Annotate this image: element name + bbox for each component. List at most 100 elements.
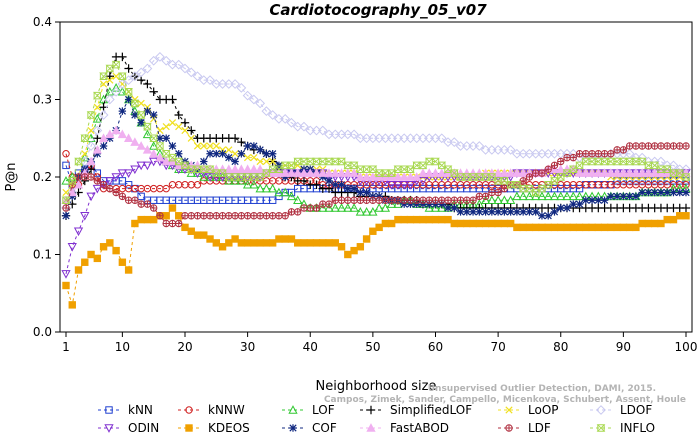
point-FastABOD-49: [361, 172, 372, 181]
point-KDEOS-56: [406, 215, 415, 224]
point-COF-67: [475, 208, 484, 216]
point-INFLO-4: [80, 134, 90, 142]
point-COF-59: [425, 200, 433, 208]
legend-item-kNN: kNN: [98, 403, 153, 417]
point-LDF-41: [312, 204, 321, 212]
point-SimplifiedLOF-10: [118, 52, 127, 62]
point-FastABOD-15: [149, 148, 159, 158]
legend-label-kNNW: kNNW: [208, 403, 245, 417]
point-LOF-53: [387, 199, 397, 208]
point-INFLO-13: [136, 111, 146, 119]
point-KDEOS-90: [619, 223, 628, 232]
point-COF-57: [413, 200, 421, 208]
point-SimplifiedLOF-18: [168, 95, 177, 104]
point-LDF-56: [406, 196, 415, 204]
point-COF-65: [463, 208, 471, 216]
x-axis-label: Neighborhood size: [316, 379, 437, 394]
point-KDEOS-18: [168, 204, 177, 212]
point-LDF-11: [124, 196, 133, 204]
point-LDF-66: [469, 196, 477, 204]
point-FastABOD-93: [637, 168, 647, 177]
legend-item-KDEOS: KDEOS: [178, 421, 250, 434]
point-COF-97: [663, 188, 671, 197]
point-KDEOS-93: [638, 219, 646, 228]
point-KDEOS-50: [369, 227, 377, 235]
point-LOF-74: [518, 191, 528, 201]
point-COF-35: [275, 161, 283, 170]
point-FastABOD-74: [518, 168, 528, 177]
point-LDF-25: [212, 212, 221, 220]
point-INFLO-10: [117, 72, 127, 80]
y-tick-label-0: 0.0: [33, 325, 52, 339]
point-LDF-55: [400, 196, 408, 204]
point-COF-16: [156, 134, 164, 142]
legend-label-ODIN: ODIN: [128, 421, 159, 434]
point-COF-87: [600, 196, 609, 204]
point-LOF-75: [524, 191, 535, 201]
point-LDOF-12: [129, 71, 140, 82]
point-kNN-37: [287, 188, 296, 197]
y-tick-label-4: 0.4: [33, 15, 52, 29]
point-LDF-13: [137, 200, 145, 208]
point-SimplifiedLOF-15: [149, 87, 158, 96]
point-COF-76: [531, 208, 540, 216]
point-LoOP-22: [193, 142, 202, 150]
point-KDEOS-42: [319, 239, 327, 247]
x-tick-label-9: 90: [616, 340, 631, 354]
point-KDEOS-23: [200, 231, 208, 239]
point-FastABOD-80: [556, 164, 566, 173]
point-KDEOS-6: [93, 254, 102, 263]
point-LoOP-31: [250, 154, 258, 162]
point-INFLO-16: [155, 142, 165, 150]
x-tick-label-1: 10: [115, 340, 130, 354]
point-KDEOS-17: [162, 212, 170, 220]
x-axis: 1 10 20 30 40 50 60 70 80 90 100: [62, 332, 697, 354]
point-KDEOS-39: [300, 239, 308, 247]
point-kNN-34: [268, 196, 277, 204]
point-LoOP-20: [181, 126, 189, 135]
legend-marker-KDEOS: [185, 424, 193, 432]
point-FastABOD-38: [293, 168, 303, 177]
point-KDEOS-11: [124, 266, 133, 274]
point-FastABOD-5: [86, 156, 96, 166]
point-FastABOD-10: [117, 129, 128, 139]
point-COF-91: [625, 192, 634, 201]
point-KDEOS-92: [632, 223, 640, 232]
point-INFLO-1: [61, 196, 71, 204]
point-ODIN-3: [73, 227, 84, 237]
point-COF-43: [325, 177, 333, 185]
legend-item-kNNW: kNNW: [178, 403, 245, 417]
point-LDOF-8: [104, 94, 115, 105]
point-INFLO-12: [130, 99, 140, 108]
point-kNNW-17: [162, 184, 170, 193]
point-ODIN-4: [80, 212, 90, 221]
point-SimplifiedLOF-13: [136, 75, 146, 85]
legend-label-KDEOS: KDEOS: [208, 421, 250, 434]
point-COF-92: [632, 192, 640, 201]
point-COF-7: [99, 142, 108, 150]
y-tick-label-2: 0.2: [33, 170, 52, 184]
point-KDEOS-64: [456, 219, 465, 228]
point-FastABOD-87: [599, 168, 610, 177]
point-SimplifiedLOF-14: [143, 79, 152, 89]
point-FastABOD-73: [512, 168, 522, 177]
legend-item-FastABOD: FastABOD: [360, 421, 449, 434]
x-tick-label-3: 30: [240, 340, 255, 354]
point-FastABOD-13: [136, 141, 146, 150]
point-KDEOS-63: [450, 219, 458, 228]
point-INFLO-3: [74, 157, 83, 166]
point-LOF-47: [349, 203, 359, 212]
x-tick-label-4: 40: [303, 340, 318, 354]
point-FastABOD-32: [255, 164, 265, 173]
point-COF-42: [319, 173, 327, 181]
point-LDF-48: [356, 196, 365, 204]
point-INFLO-56: [406, 165, 415, 173]
point-INFLO-15: [149, 134, 159, 142]
point-INFLO-79: [550, 177, 559, 185]
point-LDOF-36: [280, 113, 291, 124]
point-COF-8: [106, 134, 114, 142]
point-FastABOD-86: [593, 168, 603, 177]
point-FastABOD-2: [67, 187, 77, 197]
point-LDF-30: [243, 212, 252, 220]
point-KDEOS-9: [112, 246, 120, 255]
